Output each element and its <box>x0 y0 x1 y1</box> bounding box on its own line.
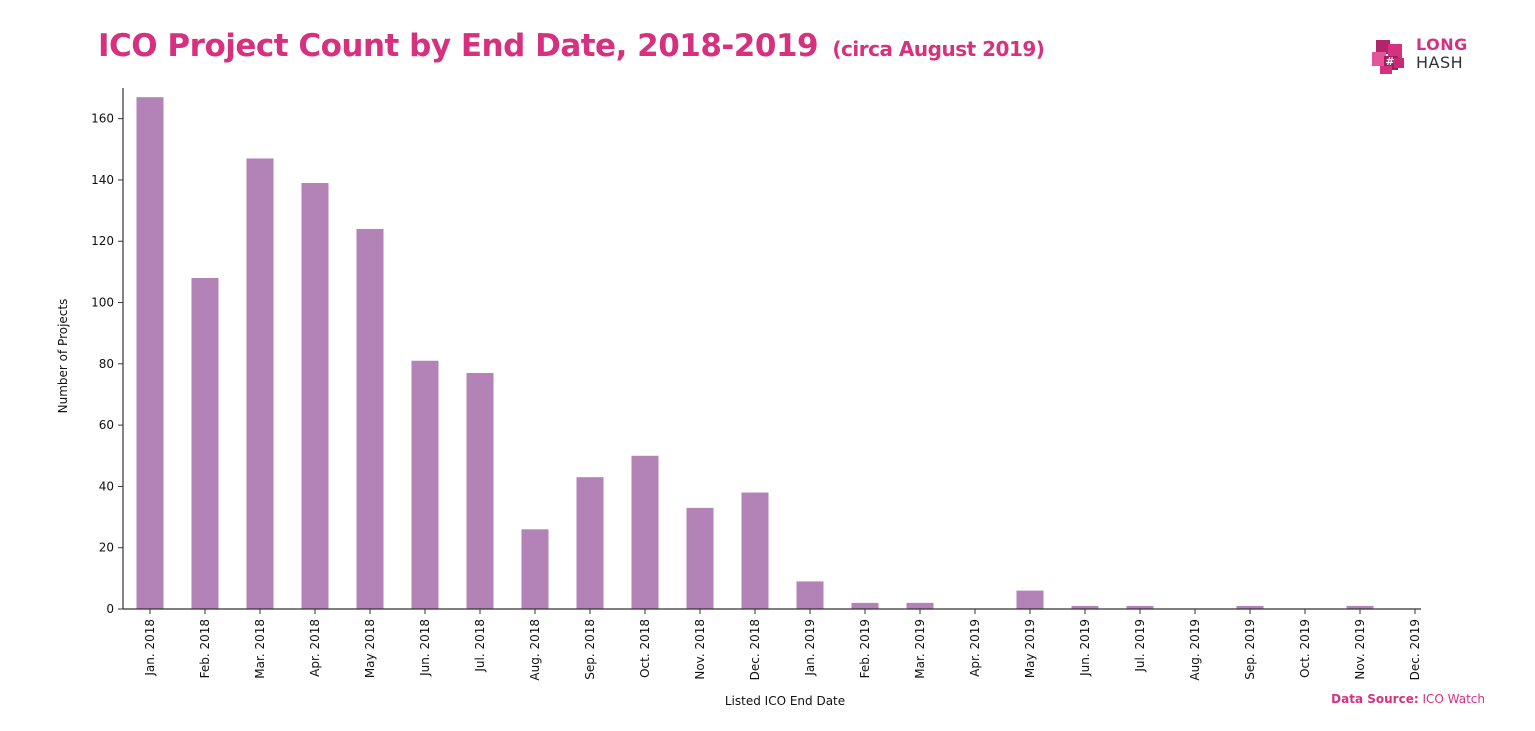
x-tick-label: Jan. 2018 <box>143 619 157 677</box>
x-tick-label: Jul. 2019 <box>1133 619 1147 673</box>
bar-19 <box>1126 605 1154 609</box>
bar-23 <box>1346 605 1374 609</box>
longhash-logo: # LONG HASH <box>1368 34 1488 84</box>
x-tick-label: Jun. 2019 <box>1078 619 1092 677</box>
bar-9 <box>576 477 604 609</box>
x-tick-label: Feb. 2018 <box>198 619 212 678</box>
y-axis-title: Number of Projects <box>56 299 70 414</box>
x-tick-label: Sep. 2018 <box>583 619 597 680</box>
x-tick-label: Jun. 2018 <box>418 619 432 677</box>
x-tick-label: Oct. 2018 <box>638 619 652 678</box>
x-tick-label: Jul. 2018 <box>473 619 487 673</box>
y-tick-label: 40 <box>99 479 114 493</box>
bar-11 <box>686 507 714 609</box>
bar-13 <box>796 581 824 609</box>
x-tick-label: Mar. 2019 <box>913 619 927 679</box>
svg-text:#: # <box>1385 55 1394 68</box>
y-axis-ticks: 0 20 40 60 80 100 120 140 160 <box>91 112 123 616</box>
x-tick-label: Nov. 2018 <box>693 619 707 680</box>
y-tick-label: 20 <box>99 541 114 555</box>
bar-10 <box>631 455 659 609</box>
chart-title: ICO Project Count by End Date, 2018-2019… <box>98 28 1045 64</box>
bar-2 <box>191 278 219 609</box>
data-source-value: ICO Watch <box>1422 692 1485 706</box>
y-tick-label: 140 <box>91 173 114 187</box>
data-source: Data Source: ICO Watch <box>1331 692 1485 706</box>
logo-word-long: LONG <box>1416 35 1468 54</box>
x-tick-label: Dec. 2019 <box>1408 619 1422 680</box>
y-tick-label: 100 <box>91 296 114 310</box>
bar-1 <box>136 97 164 609</box>
x-tick-label: Aug. 2019 <box>1188 619 1202 681</box>
x-tick-label: Dec. 2018 <box>748 619 762 680</box>
data-source-label: Data Source: <box>1331 692 1419 706</box>
bar-17 <box>1016 590 1044 609</box>
y-tick-label: 160 <box>91 112 114 126</box>
x-tick-label: Apr. 2019 <box>968 619 982 677</box>
x-axis-title: Listed ICO End Date <box>725 694 845 708</box>
y-tick-label: 0 <box>106 602 114 616</box>
bar-5 <box>356 228 384 609</box>
x-tick-label: Aug. 2018 <box>528 619 542 681</box>
x-axis-ticks: Jan. 2018 Feb. 2018 Mar. 2018 Apr. 2018 May … <box>143 609 1422 681</box>
x-tick-label: Feb. 2019 <box>858 619 872 678</box>
bar-4 <box>301 183 329 609</box>
x-tick-label: Sep. 2019 <box>1243 619 1257 680</box>
y-tick-label: 120 <box>91 234 114 248</box>
x-tick-label: Jan. 2019 <box>803 619 817 677</box>
bar-3 <box>246 158 274 610</box>
bar-7 <box>466 373 494 609</box>
bar-14 <box>851 602 879 609</box>
x-tick-label: Nov. 2019 <box>1353 619 1367 680</box>
x-tick-label: Mar. 2018 <box>253 619 267 679</box>
chart-subtitle: (circa August 2019) <box>832 37 1045 61</box>
chart-title-text: ICO Project Count by End Date, 2018-2019 <box>98 28 819 64</box>
x-tick-label: May 2018 <box>363 619 377 678</box>
y-tick-label: 60 <box>99 418 114 432</box>
longhash-cube-icon: # <box>1372 40 1404 74</box>
bar-18 <box>1071 605 1099 609</box>
x-tick-label: Apr. 2018 <box>308 619 322 677</box>
bar-15 <box>906 602 934 609</box>
logo-word-hash: HASH <box>1416 53 1464 72</box>
bar-12 <box>741 492 769 609</box>
bar-21 <box>1236 605 1264 609</box>
bar-8 <box>521 529 549 609</box>
y-tick-label: 80 <box>99 357 114 371</box>
bar-group <box>136 97 1374 610</box>
bar-6 <box>411 360 439 609</box>
x-tick-label: Oct. 2019 <box>1298 619 1312 678</box>
x-tick-label: May 2019 <box>1023 619 1037 678</box>
